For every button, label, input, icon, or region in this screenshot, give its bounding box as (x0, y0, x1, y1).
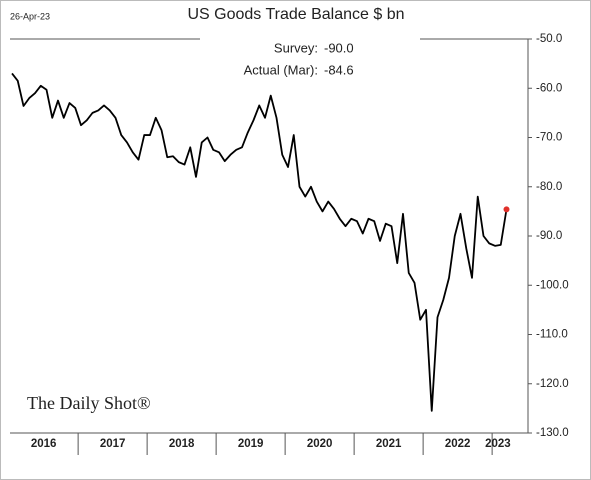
x-tick-label: 2019 (238, 438, 264, 450)
x-tick-label: 2018 (169, 438, 195, 450)
y-tick-label: -60.0 (536, 82, 562, 94)
chart-title: US Goods Trade Balance $ bn (187, 6, 404, 23)
y-tick-label: -110.0 (536, 329, 568, 341)
y-tick-label: -100.0 (536, 279, 569, 291)
annotation: -84.6 (324, 62, 354, 77)
y-tick-label: -130.0 (536, 427, 569, 439)
y-tick-label: -90.0 (536, 230, 562, 242)
x-tick-label: 2023 (485, 438, 511, 450)
x-tick-label: 2021 (376, 438, 402, 450)
annotation: Actual (Mar): (244, 62, 318, 77)
y-tick-label: -80.0 (536, 181, 562, 193)
x-tick-label: 2016 (31, 438, 57, 450)
annotation: -90.0 (324, 40, 354, 55)
y-tick-label: -70.0 (536, 132, 562, 144)
y-tick-label: -50.0 (536, 33, 562, 45)
last-point (503, 206, 510, 213)
x-tick-label: 2022 (445, 438, 471, 450)
y-tick-label: -120.0 (536, 378, 569, 390)
x-tick-label: 2017 (100, 438, 126, 450)
data-line (11, 72, 508, 412)
x-tick-label: 2020 (307, 438, 333, 450)
annotation: Survey: (274, 40, 318, 55)
date: 26-Apr-23 (10, 11, 50, 21)
source-logo: The Daily Shot® (27, 393, 151, 413)
